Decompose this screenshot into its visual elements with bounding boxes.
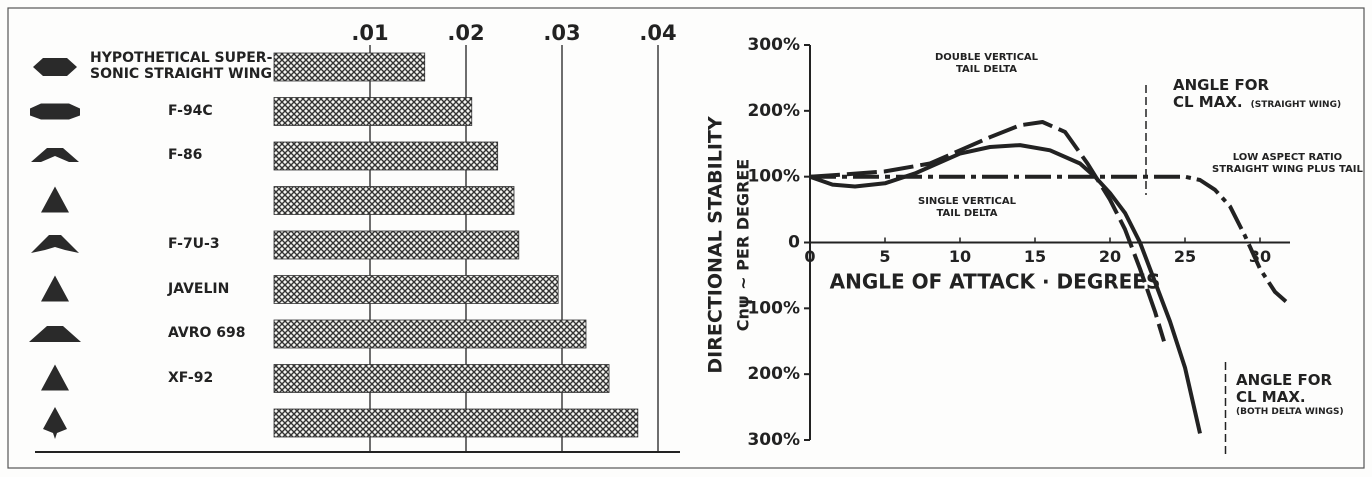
bar	[273, 97, 473, 126]
aircraft-icon	[43, 407, 67, 439]
series-label: DOUBLE VERTICAL TAIL DELTA	[935, 52, 1039, 75]
annotation: ANGLE FOR CL MAX. (BOTH DELTA WINGS)	[1236, 371, 1344, 417]
category-label: F-86	[168, 147, 203, 163]
category-label: JAVELIN	[168, 280, 230, 297]
x-tick-label: 10	[949, 247, 971, 266]
y-tick-label: 100%	[747, 167, 800, 187]
category-label: XF-92	[168, 369, 214, 386]
aircraft-icon	[31, 148, 79, 162]
aircraft-icon	[41, 275, 69, 302]
y-tick-label: 200%	[747, 101, 800, 121]
bar	[273, 275, 559, 304]
y-axis-subtitle: Cnψ ~ PER DEGREE	[734, 159, 753, 331]
y-tick-label: 300%	[747, 430, 800, 450]
y-axis-title: DIRECTIONAL STABILITY	[705, 116, 727, 373]
x-tick-label: 15	[1024, 247, 1046, 266]
annotation: ANGLE FOR CL MAX. (STRAIGHT WING)	[1173, 76, 1342, 112]
x-tick-label: 5	[879, 247, 890, 266]
series-line	[809, 143, 1202, 434]
series-label: SINGLE VERTICAL TAIL DELTA	[918, 196, 1016, 219]
x-tick-label: .04	[639, 21, 676, 45]
bar	[273, 408, 639, 438]
frame	[7, 7, 1365, 469]
category-label: F-7U-3	[168, 236, 220, 252]
x-tick-label: 25	[1174, 247, 1196, 266]
bar	[273, 319, 587, 349]
category-label: HYPOTHETICAL SUPER- SONIC STRAIGHT WING	[90, 50, 273, 83]
annotation-label: ANGLE FOR CL MAX.	[1236, 371, 1333, 407]
category-label: F-94C	[168, 102, 213, 119]
bar	[273, 230, 520, 260]
series-label: LOW ASPECT RATIO STRAIGHT WING PLUS TAIL	[1212, 152, 1363, 175]
aircraft-icon	[33, 58, 77, 76]
aircraft-icon	[41, 364, 69, 391]
category-label: AVRO 698	[168, 325, 246, 341]
aircraft-icon	[30, 103, 80, 120]
x-tick-label: .01	[351, 21, 388, 45]
aircraft-icon	[29, 326, 81, 342]
y-tick-label: 300%	[747, 35, 800, 55]
series-line	[809, 120, 1166, 342]
annotation-note: (STRAIGHT WING)	[1250, 100, 1342, 111]
x-tick-label: 0	[804, 247, 815, 266]
x-tick-label: .02	[447, 21, 484, 45]
y-tick-label: 0	[788, 233, 800, 253]
aircraft-icon	[41, 186, 69, 213]
aircraft-icon	[31, 235, 79, 253]
series-line	[810, 174, 1292, 307]
y-tick-label: 200%	[747, 364, 800, 384]
bar	[273, 364, 610, 393]
annotation-label: ANGLE FOR CL MAX.	[1173, 76, 1270, 112]
bar	[273, 186, 515, 215]
annotation-note: (BOTH DELTA WINGS)	[1236, 406, 1344, 417]
bar	[273, 141, 499, 171]
bar	[273, 52, 426, 82]
x-tick-label: .03	[543, 21, 580, 45]
x-tick-label: 20	[1099, 247, 1121, 266]
x-axis-title: ANGLE OF ATTACK · DEGREES	[830, 270, 1161, 294]
y-tick-label: 100%	[747, 298, 800, 318]
